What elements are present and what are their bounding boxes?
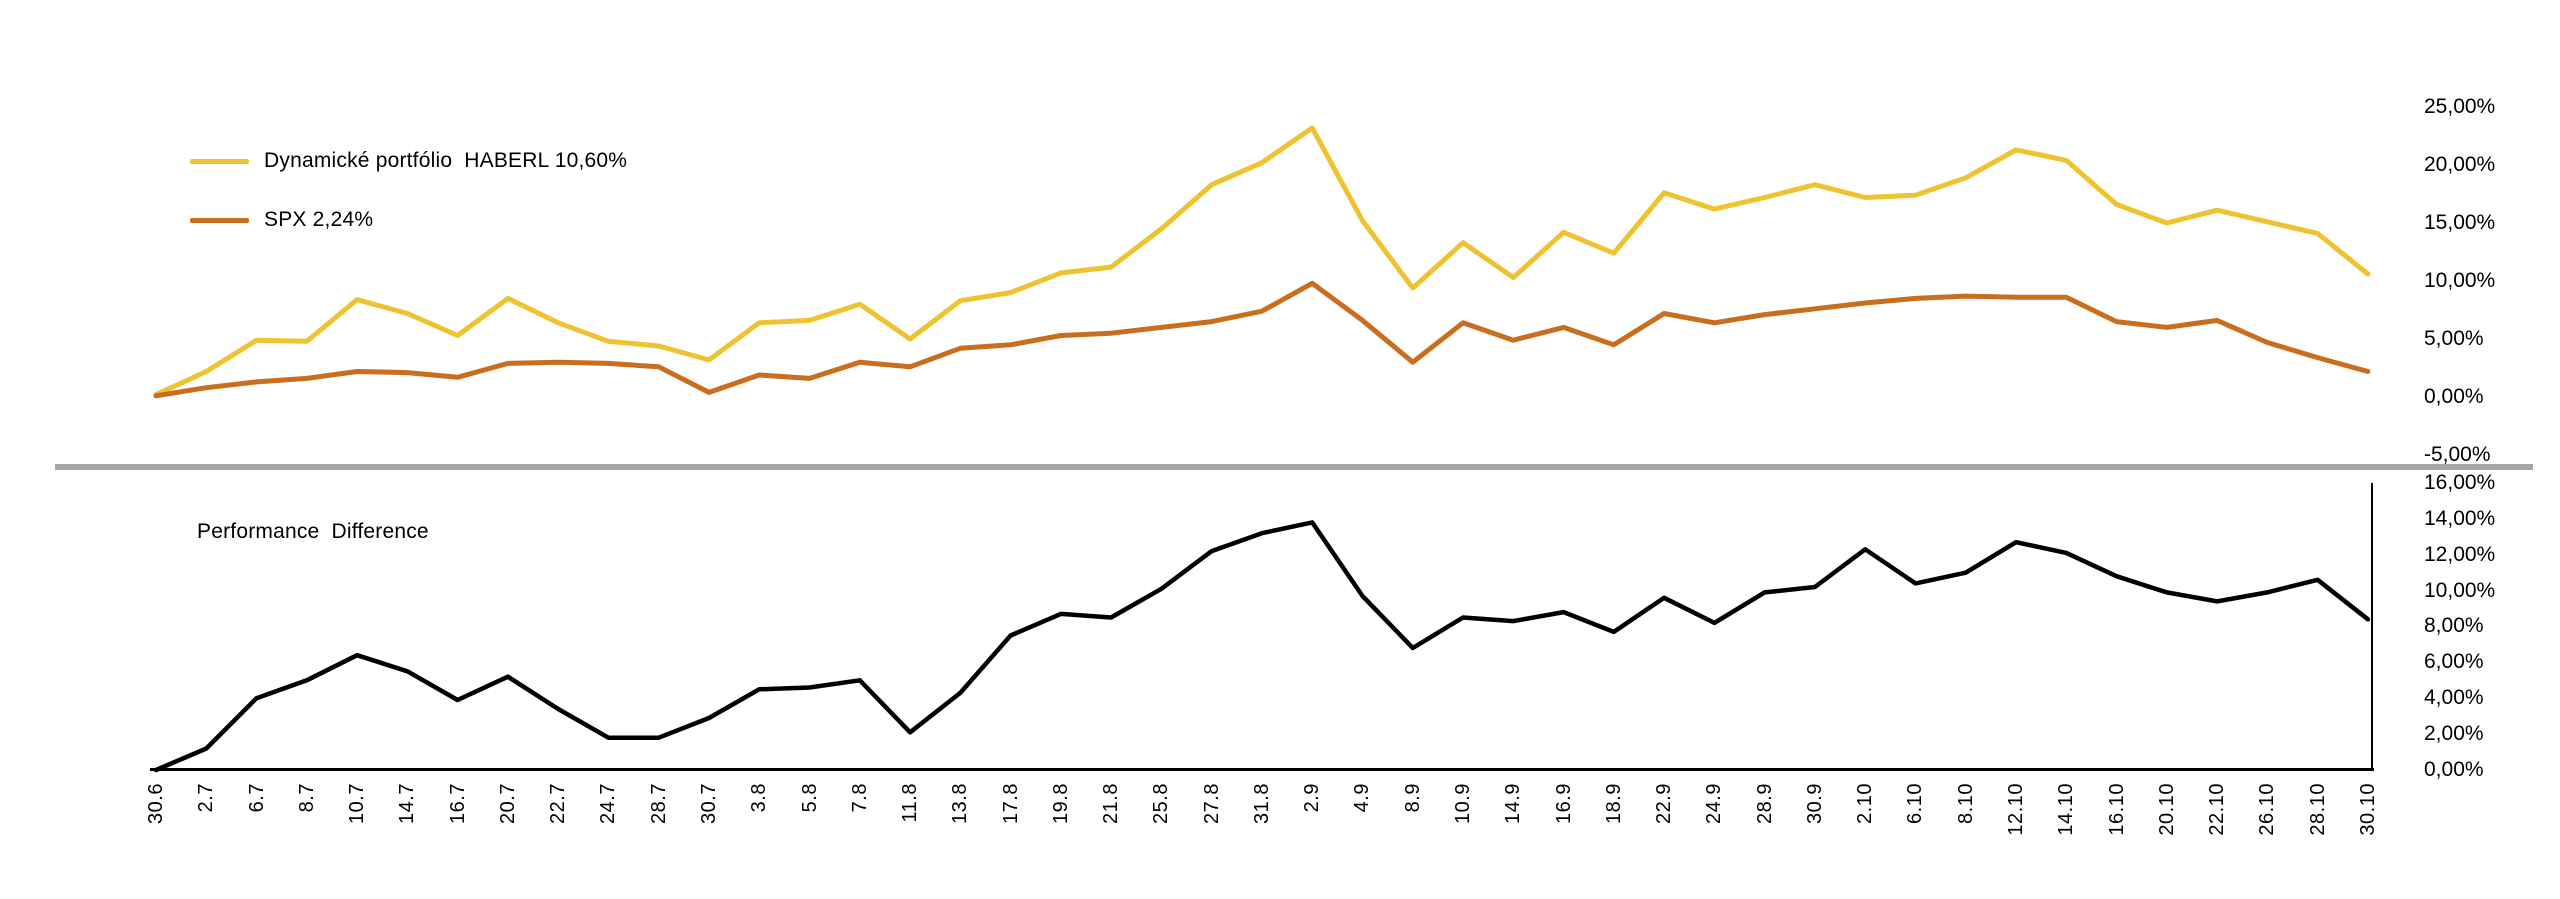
x-axis-tick-label: 10.9 [1452,783,1475,824]
y-axis-tick-label: 8,00% [2424,614,2484,638]
top-chart-series-1 [153,280,2371,399]
y-axis-tick-label: 5,00% [2424,327,2484,350]
y-axis-tick-label: 15,00% [2424,211,2496,234]
x-axis-tick-label: 2.9 [1301,783,1324,813]
x-axis-tick-label: 28.9 [1753,783,1776,824]
x-axis-tick-label: 5.8 [798,783,821,813]
portfolio-line-swatch [190,158,249,164]
x-axis-tick-label: 30.6 [145,783,167,824]
legend-label-portfolio: Dynamické portfólio HABERL 10,60% [264,149,628,172]
x-axis-tick-label: 7.8 [848,783,871,813]
y-axis-tick-label: 4,00% [2424,686,2484,710]
x-axis-tick-label: 22.9 [1653,783,1676,824]
x-axis-tick-label: 6.7 [245,783,268,813]
x-axis-tick-label: 22.10 [2206,783,2229,836]
x-axis-tick-label: 30.9 [1803,783,1826,824]
x-axis-tick-label: 30.10 [2356,783,2379,836]
x-axis-tick-label: 3.8 [748,783,771,813]
x-axis-tick-label: 28.7 [647,783,670,824]
x-axis-tick-label: 20.10 [2155,783,2178,836]
x-axis-tick-label: 21.8 [1100,783,1123,824]
x-axis-tick-label: 16.10 [2105,783,2128,836]
legend-item-portfolio: Dynamické portfólio HABERL 10,60% [190,141,627,181]
x-axis-tick-label: 13.8 [949,783,972,824]
top-chart-series-0 [153,125,2371,398]
x-axis-tick-label: 30.7 [697,783,720,824]
y-axis-tick-label: 20,00% [2424,153,2496,176]
x-axis-tick-label: 14.7 [396,783,419,824]
y-axis-tick-label: 12,00% [2424,542,2496,566]
legend-item-spx: SPX 2,24% [190,200,627,240]
x-axis-tick-label: 20.7 [496,783,519,824]
x-axis-tick-label: 8.10 [1954,783,1977,824]
x-axis-tick-label: 4.9 [1351,783,1374,813]
y-axis-tick-label: 10,00% [2424,578,2496,602]
y-axis-tick-label: 10,00% [2424,269,2496,292]
x-axis-tick-label: 27.8 [1200,783,1223,824]
bottom-panel-title: Performance Difference [197,520,429,543]
y-axis-tick-label: 0,00% [2424,385,2484,408]
x-axis-tick-label: 2.7 [195,783,218,813]
x-axis-line [150,768,2374,771]
bottom-chart-series-0 [153,520,2371,773]
x-axis-tick-label: 19.8 [1049,783,1072,824]
x-axis-tick-label: 12.10 [2004,783,2027,836]
x-axis-tick-label: 25.8 [1150,783,1173,824]
y-axis-tick-label: 14,00% [2424,506,2496,530]
x-axis-tick-label: 8.7 [295,783,318,813]
x-axis-tick-label: 16.7 [446,783,469,824]
legend-label-spx: SPX 2,24% [264,208,374,231]
x-axis-tick-label: 11.8 [899,783,922,823]
x-axis-tick-label: 10.7 [346,783,369,824]
y-axis-tick-label: 16,00% [2424,470,2496,494]
spx-line-swatch [190,217,249,223]
legend: Dynamické portfólio HABERL 10,60% SPX 2,… [190,141,627,259]
x-axis-tick-label: 16.9 [1552,783,1575,824]
x-axis-tick-label: 26.10 [2256,783,2279,836]
y-axis-tick-label: 2,00% [2424,722,2484,746]
x-axis-tick-label: 31.8 [1250,783,1273,824]
x-axis-tick-label: 14.10 [2055,783,2078,836]
y-axis-tick-label: 0,00% [2424,758,2484,781]
x-axis-tick-label: 22.7 [547,783,570,824]
x-axis-tick-label: 14.9 [1502,783,1525,824]
x-axis-tick-label: 8.9 [1401,783,1424,813]
x-axis-tick-label: 6.10 [1904,783,1927,824]
x-axis-tick-label: 24.9 [1703,783,1726,824]
x-axis-tick-label: 24.7 [597,783,620,824]
x-axis-tick-label: 18.9 [1602,783,1625,824]
y-axis-tick-label: 6,00% [2424,650,2484,674]
bottom-plot-right-border [2371,483,2373,770]
y-axis-tick-label: -5,00% [2424,443,2491,466]
x-axis-tick-label: 2.10 [1854,783,1877,824]
y-axis-tick-label: 25,00% [2424,95,2496,118]
panel-divider [55,464,2533,470]
x-axis-tick-label: 17.8 [999,783,1022,824]
x-axis-tick-label: 28.10 [2306,783,2329,836]
